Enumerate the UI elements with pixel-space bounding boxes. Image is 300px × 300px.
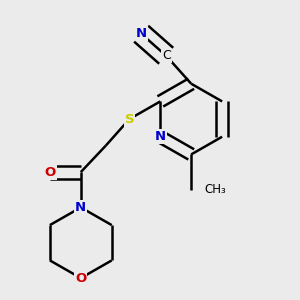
Text: N: N <box>136 27 147 40</box>
Text: CH₃: CH₃ <box>205 183 226 196</box>
Text: N: N <box>75 201 86 214</box>
Text: C: C <box>162 49 171 62</box>
Text: S: S <box>124 112 134 126</box>
Text: O: O <box>44 166 56 178</box>
Text: N: N <box>155 130 166 143</box>
Text: O: O <box>75 272 86 285</box>
